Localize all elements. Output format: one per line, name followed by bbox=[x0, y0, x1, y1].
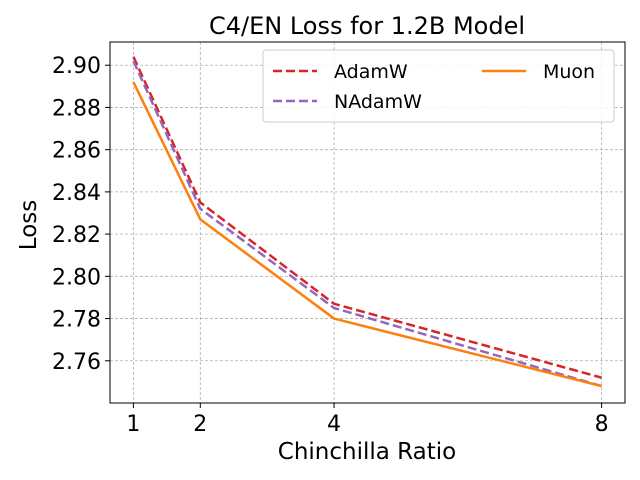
legend-label-adamw: AdamW bbox=[334, 61, 408, 83]
series-line-muon bbox=[132, 81, 602, 388]
x-tick-label: 1 bbox=[126, 412, 140, 437]
x-tick-label: 2 bbox=[193, 412, 207, 437]
chart-title: C4/EN Loss for 1.2B Model bbox=[209, 12, 525, 40]
legend: AdamW NAdamW Muon bbox=[262, 49, 615, 123]
y-axis-ticks: 2.76 2.78 2.80 2.82 2.84 2.86 2.88 2.90 bbox=[52, 54, 110, 375]
plot-frame bbox=[109, 41, 626, 404]
series-line-nadamw bbox=[132, 60, 602, 388]
series-lines bbox=[132, 56, 602, 388]
y-tick-label: 2.76 bbox=[52, 350, 101, 375]
y-tick-label: 2.86 bbox=[52, 139, 101, 164]
y-tick-label: 2.82 bbox=[52, 223, 101, 248]
series-line-adamw bbox=[132, 56, 602, 379]
y-tick-label: 2.80 bbox=[52, 265, 101, 290]
legend-label-nadamw: NAdamW bbox=[334, 91, 422, 113]
legend-label-muon: Muon bbox=[543, 61, 595, 83]
y-tick-label: 2.78 bbox=[52, 308, 101, 333]
x-axis-label: Chinchilla Ratio bbox=[278, 439, 456, 465]
y-tick-label: 2.88 bbox=[52, 96, 101, 121]
x-axis-ticks: 1 2 4 8 bbox=[126, 403, 609, 437]
x-tick-label: 8 bbox=[595, 412, 609, 437]
y-tick-label: 2.90 bbox=[52, 54, 101, 79]
legend-box bbox=[262, 49, 615, 123]
y-axis-label: Loss bbox=[16, 200, 42, 250]
y-tick-label: 2.84 bbox=[52, 181, 101, 206]
x-tick-label: 4 bbox=[327, 412, 341, 437]
